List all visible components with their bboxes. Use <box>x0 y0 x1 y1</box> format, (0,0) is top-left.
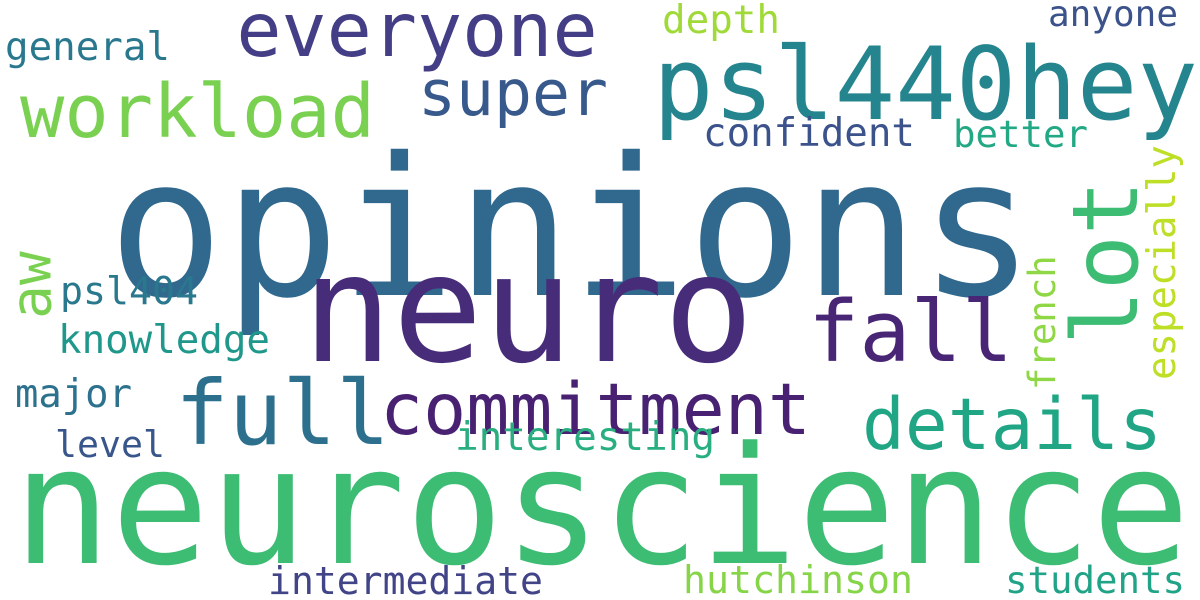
word-better: better <box>953 112 1088 157</box>
word-psl440hey: psl440hey <box>653 25 1198 143</box>
word-neuroscience: neuroscience <box>13 412 1190 600</box>
word-everyone: everyone <box>236 0 598 74</box>
word-super: super <box>418 56 608 131</box>
word-level: level <box>55 423 165 467</box>
word-full: full <box>175 362 390 467</box>
word-confident: confident <box>703 111 915 157</box>
word-interesting: interesting <box>455 414 715 460</box>
word-details: details <box>862 383 1162 467</box>
word-aw: aw <box>0 251 65 319</box>
word-psl404: psl404 <box>60 270 198 315</box>
word-knowledge: knowledge <box>58 318 270 364</box>
word-hutchinson: hutchinson <box>683 558 913 600</box>
word-workload: workload <box>20 69 375 155</box>
word-commitment: commitment <box>380 367 811 451</box>
word-lot: lot <box>1051 180 1159 345</box>
word-neuro: neuro <box>302 223 754 397</box>
word-depth: depth <box>662 0 780 43</box>
word-anyone: anyone <box>1048 0 1178 36</box>
word-french: french <box>1019 255 1064 390</box>
word-especially: especially <box>1139 145 1185 380</box>
word-fall: fall <box>808 282 1013 382</box>
word-major: major <box>15 372 132 418</box>
word-opinions: opinions <box>107 116 1035 341</box>
word-intermediate: intermediate <box>268 558 543 600</box>
word-general: general <box>5 25 170 71</box>
word-students: students <box>1005 558 1185 600</box>
